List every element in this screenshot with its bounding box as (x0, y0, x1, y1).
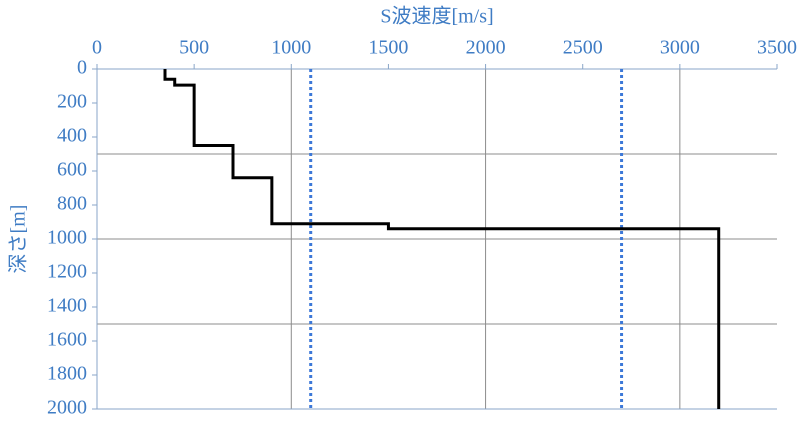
y-tick-label: 200 (57, 91, 87, 113)
x-tick-label: 3000 (660, 37, 700, 59)
x-tick-label: 0 (92, 37, 102, 59)
x-tick-label: 2500 (563, 37, 603, 59)
x-tick-label: 2000 (466, 37, 506, 59)
series-line (163, 69, 721, 409)
y-tick-label: 1400 (47, 295, 87, 317)
x-tick-label: 3500 (757, 37, 797, 59)
y-tick-label: 1000 (47, 227, 87, 249)
y-tick-label: 800 (57, 193, 87, 215)
y-tick-label: 600 (57, 159, 87, 181)
y-tick-label: 2000 (47, 397, 87, 419)
x-tick-label: 1500 (368, 37, 408, 59)
x-tick-label: 500 (179, 37, 209, 59)
y-tick-label: 1600 (47, 329, 87, 351)
y-axis-title: 深さ[m] (7, 205, 30, 274)
y-tick-label: 1200 (47, 261, 87, 283)
y-tick-label: 0 (77, 57, 87, 79)
x-tick-label: 1000 (271, 37, 311, 59)
y-tick-label: 400 (57, 125, 87, 147)
x-axis-title: S波速度[m/s] (380, 5, 493, 28)
y-tick-label: 1800 (47, 363, 87, 385)
